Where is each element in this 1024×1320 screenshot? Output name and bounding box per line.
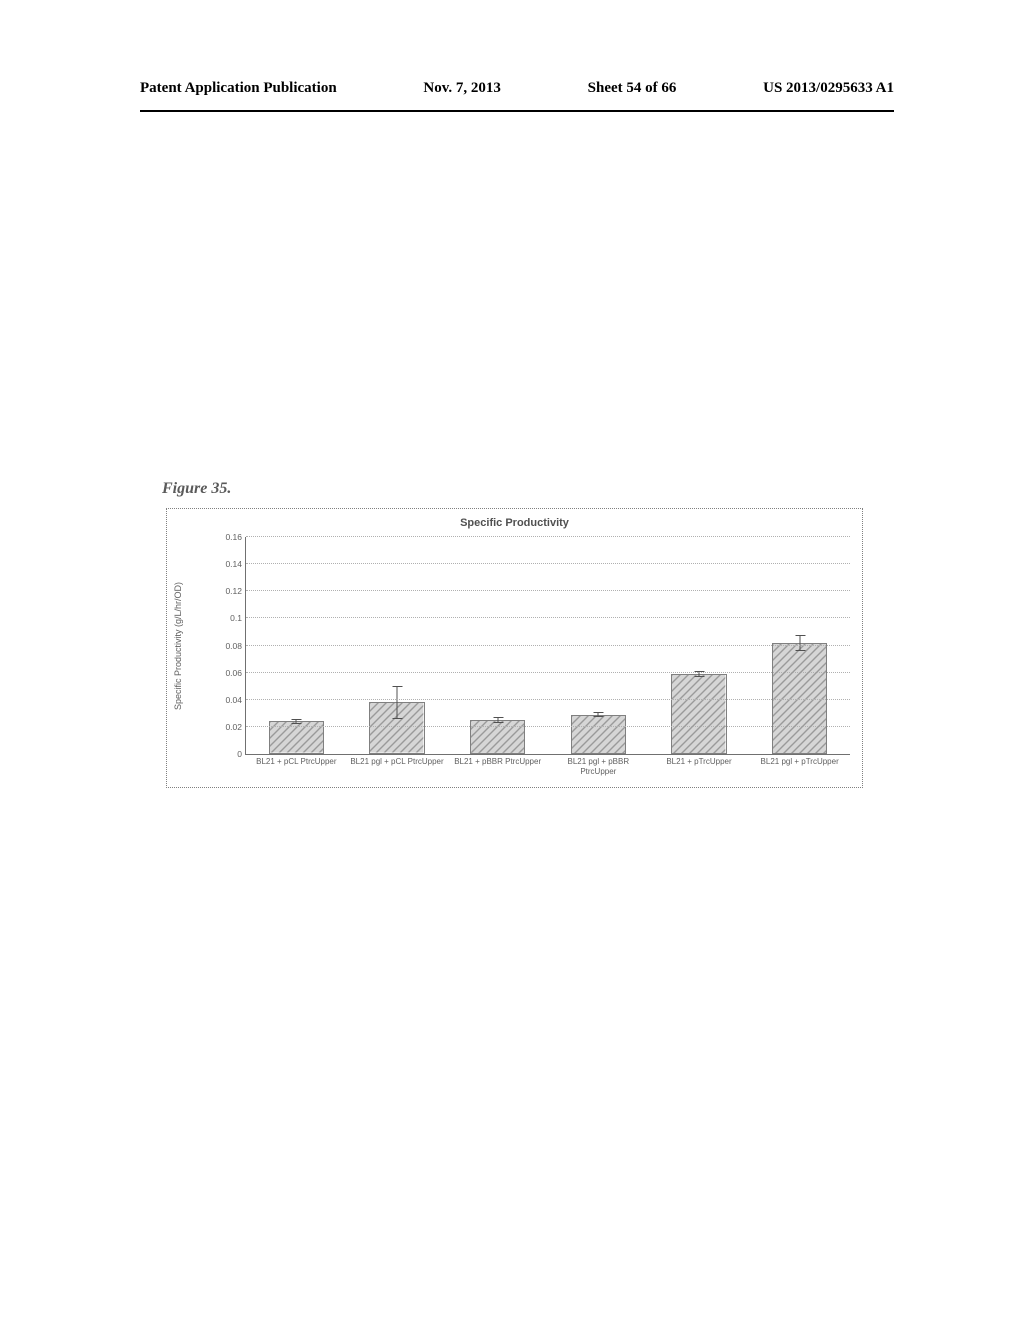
y-tick-label: 0.12	[225, 586, 246, 596]
plot-wrap: 00.020.040.060.080.10.120.140.16BL21 + p…	[209, 537, 854, 755]
y-tick-label: 0.1	[230, 613, 246, 623]
x-tick-label: BL21 pgl + pTrcUpper	[752, 754, 848, 767]
y-tick-label: 0.06	[225, 668, 246, 678]
header-rule	[140, 110, 894, 112]
bar-fill	[571, 715, 626, 754]
grid-line	[246, 563, 850, 564]
error-bar	[296, 719, 297, 724]
error-bar	[396, 686, 397, 719]
bar	[571, 537, 626, 754]
bar	[470, 537, 525, 754]
header-left: Patent Application Publication	[140, 80, 337, 97]
chart-container: Specific Productivity Specific Productiv…	[166, 508, 863, 788]
bars-layer	[246, 537, 850, 754]
y-tick-label: 0.04	[225, 695, 246, 705]
header-right: US 2013/0295633 A1	[763, 80, 894, 97]
error-bar	[799, 635, 800, 651]
grid-line	[246, 726, 850, 727]
plot-area: 00.020.040.060.080.10.120.140.16BL21 + p…	[245, 537, 850, 755]
y-tick-label: 0	[237, 749, 246, 759]
x-tick-label: BL21 + pTrcUpper	[651, 754, 747, 767]
y-tick-label: 0.02	[225, 722, 246, 732]
bar	[671, 537, 726, 754]
chart-title: Specific Productivity	[167, 517, 862, 529]
bar-fill	[671, 674, 726, 754]
y-axis-label: Specific Productivity (g/L/hr/OD)	[171, 537, 185, 755]
grid-line	[246, 699, 850, 700]
grid-line	[246, 617, 850, 618]
y-tick-label: 0.16	[225, 532, 246, 542]
x-tick-label: BL21 pgl + pBBR PtrcUpper	[550, 754, 646, 777]
header-sheet: Sheet 54 of 66	[588, 80, 677, 97]
grid-line	[246, 672, 850, 673]
bar	[269, 537, 324, 754]
grid-line	[246, 536, 850, 537]
bar	[369, 537, 424, 754]
bar	[772, 537, 827, 754]
x-tick-label: BL21 + pCL PtrcUpper	[248, 754, 344, 767]
y-tick-label: 0.14	[225, 559, 246, 569]
x-tick-label: BL21 + pBBR PtrcUpper	[450, 754, 546, 767]
y-tick-label: 0.08	[225, 641, 246, 651]
header-date: Nov. 7, 2013	[423, 80, 501, 97]
grid-line	[246, 645, 850, 646]
error-bar	[497, 717, 498, 722]
error-bar	[598, 712, 599, 717]
grid-line	[246, 590, 850, 591]
x-tick-label: BL21 pgl + pCL PtrcUpper	[349, 754, 445, 767]
page: Patent Application Publication Nov. 7, 2…	[0, 0, 1024, 1320]
page-header: Patent Application Publication Nov. 7, 2…	[140, 80, 894, 97]
figure-label: Figure 35.	[162, 480, 231, 498]
